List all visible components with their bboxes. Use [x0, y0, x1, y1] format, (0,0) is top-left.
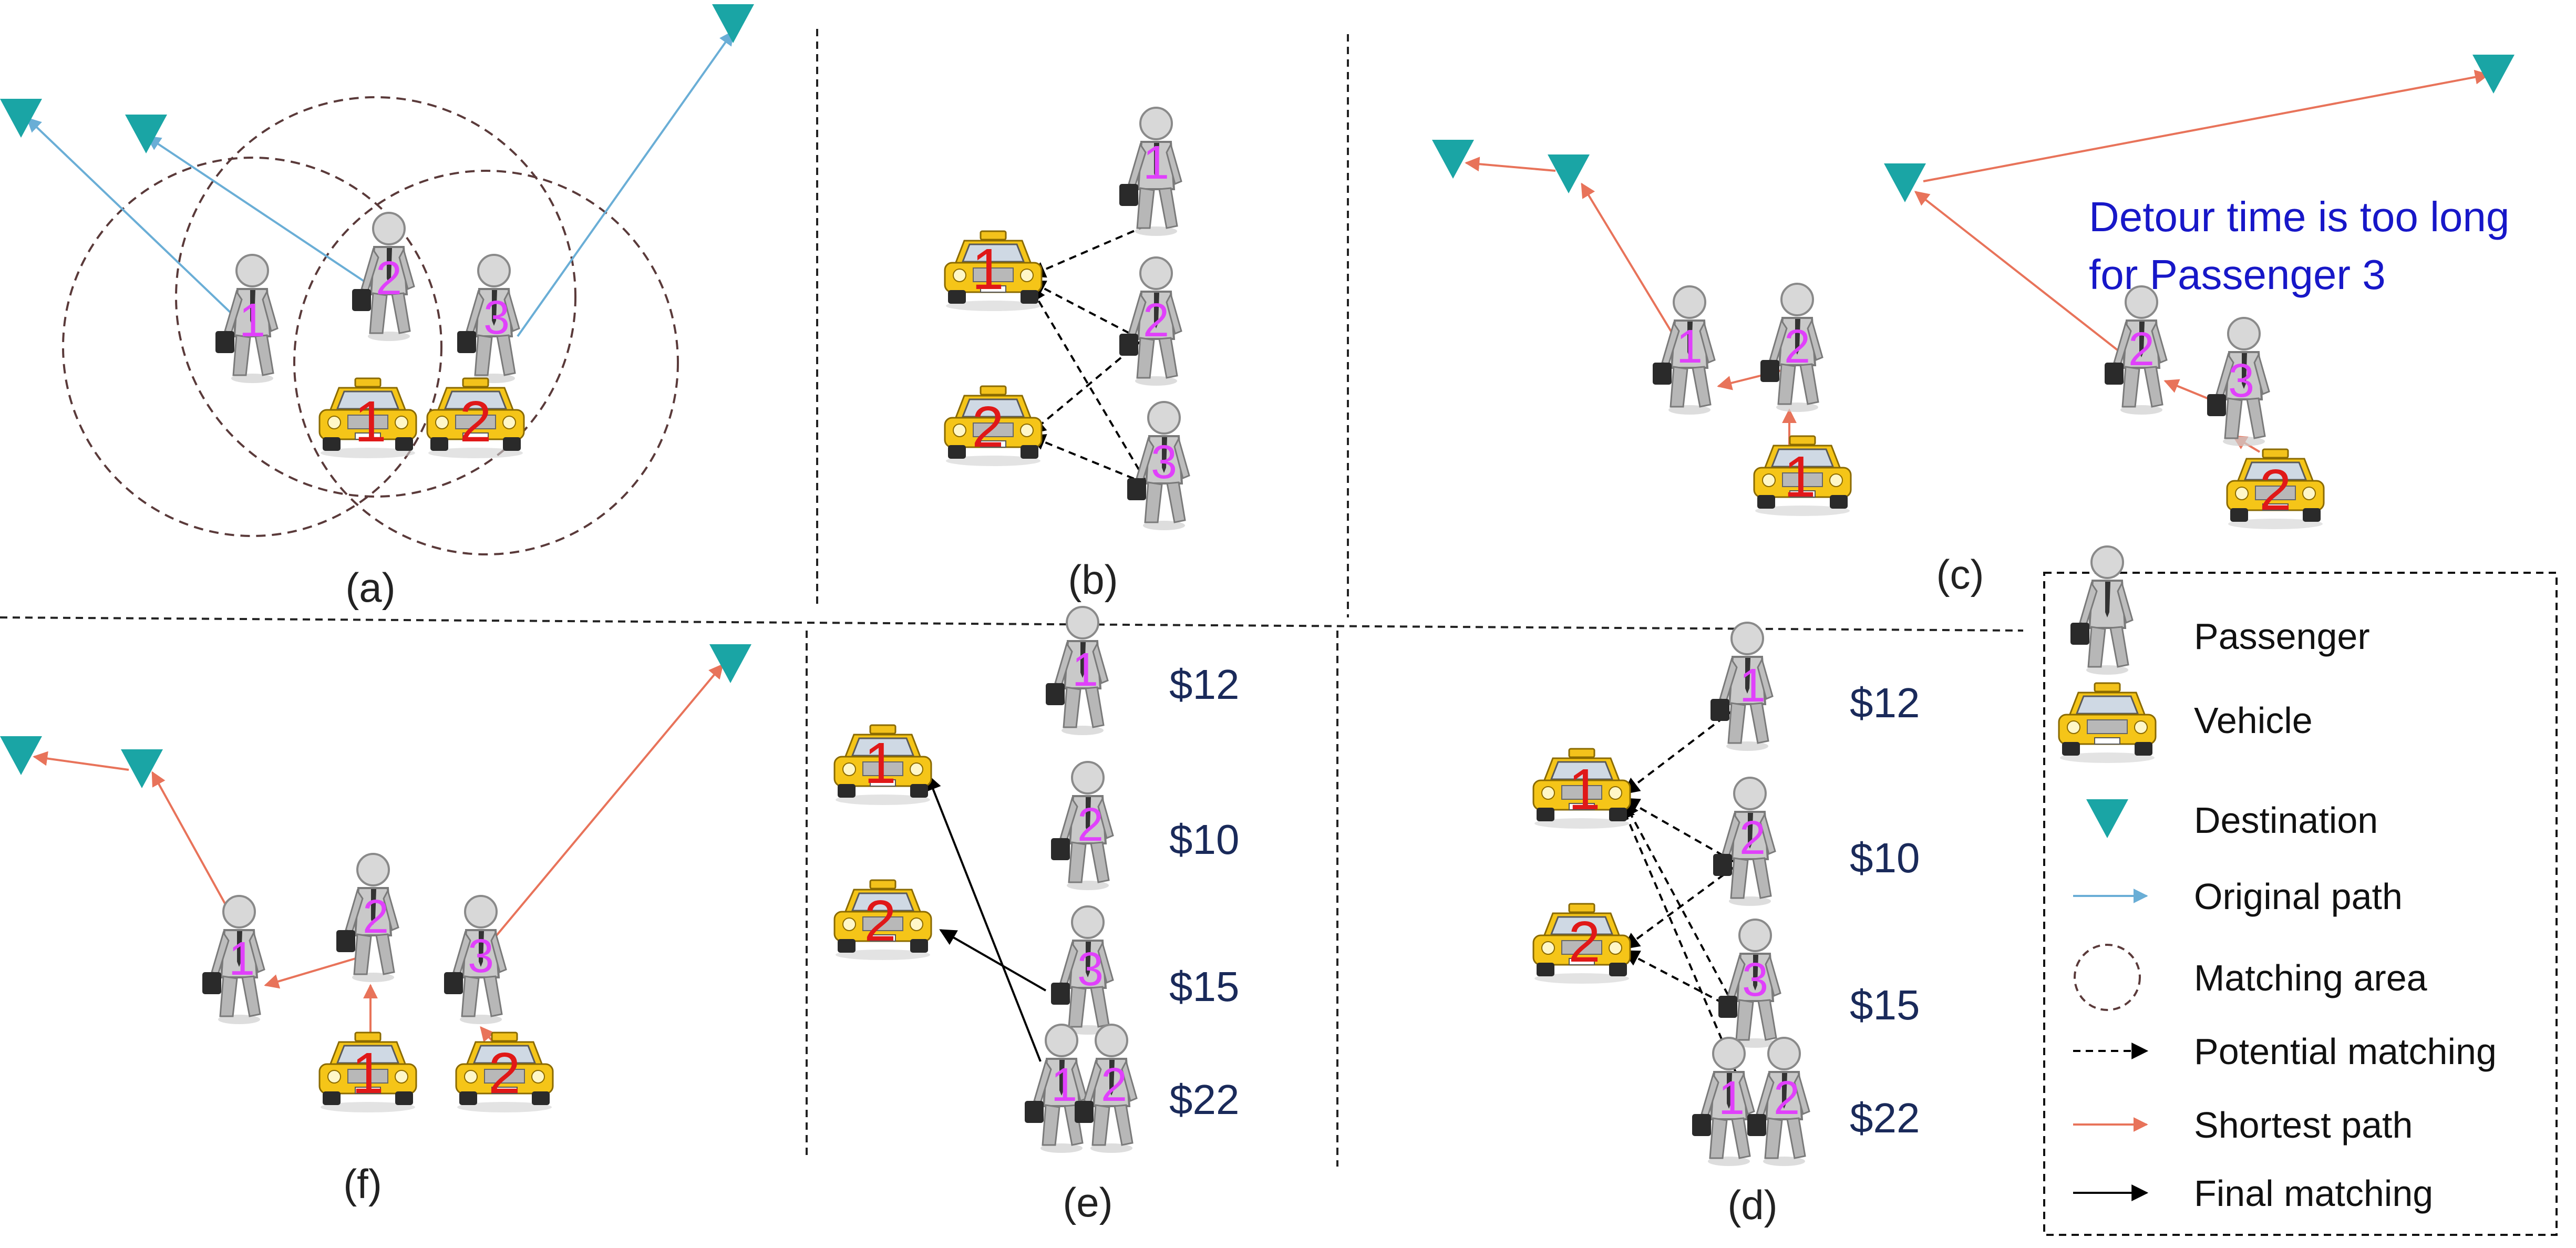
destination-icon — [1884, 163, 1926, 202]
panel-a: 1 2 3 1 2 (a) — [0, 4, 754, 611]
legend-label-potential-matching: Potential matching — [2194, 1031, 2497, 1072]
passenger-label: 2 — [1101, 1059, 1127, 1111]
passenger-label: 3 — [468, 930, 494, 983]
taxi-icon — [2058, 682, 2157, 764]
passenger-label: 2 — [1739, 812, 1766, 864]
vehicle-label: 1 — [352, 1041, 384, 1106]
passenger-label: 1 — [1739, 659, 1766, 712]
destination-icon — [125, 115, 167, 153]
passenger-label: 1 — [1718, 1072, 1745, 1125]
passenger-label: 1 — [1072, 644, 1098, 696]
passenger-label: 2 — [1784, 321, 1810, 373]
passenger-icon — [2069, 545, 2134, 676]
vehicle-label: 1 — [972, 237, 1004, 302]
vehicle-label: 2 — [2259, 458, 2291, 522]
destination-icon — [0, 99, 42, 138]
passenger-label: 2 — [2128, 323, 2155, 376]
shortest-paths — [33, 663, 724, 1051]
passenger-label: 2 — [376, 252, 402, 305]
panel-b: 1 2 3 1 2 (b) — [944, 107, 1190, 603]
panel-label-a: (a) — [345, 564, 395, 611]
passenger-label: 2 — [1774, 1072, 1800, 1125]
vehicle-label: 2 — [488, 1041, 520, 1106]
destination-icon — [1432, 140, 1474, 179]
passenger-label: 3 — [2228, 355, 2254, 407]
vehicle-label: 1 — [1568, 757, 1600, 822]
legend-box — [2043, 572, 2558, 1236]
detour-note-line-1: Detour time is too long — [2089, 193, 2509, 240]
vehicle-label: 2 — [864, 889, 896, 953]
legend-label-final-matching: Final matching — [2194, 1173, 2433, 1214]
legend-label-destination: Destination — [2194, 800, 2378, 841]
panel-label-d: (d) — [1727, 1182, 1777, 1228]
passenger-label: 1 — [239, 294, 265, 347]
price-label: $15 — [1850, 982, 1920, 1028]
price-label: $12 — [1850, 679, 1920, 726]
panel-label-b: (b) — [1068, 556, 1118, 603]
legend: Passenger Vehicle Destination Original p… — [2043, 545, 2558, 1236]
destination-icon — [712, 4, 754, 43]
detour-note-line-2: for Passenger 3 — [2089, 251, 2386, 298]
passenger-label: 2 — [1143, 294, 1169, 347]
panel-e: 1 2 3 1 2 1 2 $12 $10 $15 $22 (e) — [833, 606, 1239, 1225]
legend-label-shortest-path: Shortest path — [2194, 1105, 2413, 1146]
price-label: $12 — [1169, 661, 1239, 708]
potential-matchings — [1619, 708, 1738, 1075]
destination-icon — [2086, 799, 2128, 838]
matching-areas — [62, 96, 679, 555]
passenger-label: 3 — [483, 292, 510, 344]
passenger-label: 1 — [1676, 321, 1703, 373]
matching-area-1 — [62, 157, 442, 537]
dashed-circle-icon — [2074, 944, 2141, 1011]
panel-label-c: (c) — [1936, 551, 1984, 597]
panel-d: 1 2 3 1 2 1 2 $12 $10 $15 $22 (d) — [1532, 622, 1920, 1228]
passenger-label: 1 — [1143, 137, 1169, 189]
vehicle-label: 2 — [459, 389, 491, 454]
panel-label-e: (e) — [1063, 1179, 1112, 1225]
price-label: $15 — [1169, 963, 1239, 1010]
legend-label-original-path: Original path — [2194, 876, 2403, 917]
panel-c: 1 2 1 2 3 2 Detour time is too long for … — [1432, 55, 2515, 597]
vehicle-label: 2 — [972, 395, 1004, 459]
matching-area-2 — [175, 96, 576, 498]
passenger-label: 2 — [1077, 799, 1104, 851]
passenger-label: 2 — [363, 891, 389, 943]
price-label: $22 — [1850, 1095, 1920, 1141]
vehicle-label: 1 — [864, 731, 896, 796]
original-paths — [26, 30, 734, 337]
panel-f: 1 2 3 1 2 (f) — [0, 644, 751, 1207]
potential-matchings — [1028, 225, 1147, 484]
panel-label-f: (f) — [343, 1161, 382, 1207]
passenger-label: 3 — [1151, 436, 1177, 489]
passenger-label: 3 — [1077, 943, 1104, 996]
passenger-label: 1 — [229, 933, 255, 985]
legend-label-vehicle: Vehicle — [2194, 700, 2313, 741]
passenger-label: 3 — [1742, 954, 1768, 1006]
destination-icon — [2472, 55, 2515, 94]
price-label: $10 — [1169, 816, 1239, 863]
destination-icon — [709, 644, 751, 683]
destination-icon — [0, 736, 42, 775]
price-label: $10 — [1850, 834, 1920, 881]
final-matchings — [925, 773, 1046, 1062]
price-label: $22 — [1169, 1076, 1239, 1123]
legend-label-matching-area: Matching area — [2194, 957, 2427, 998]
vehicle-label: 1 — [1784, 445, 1816, 509]
vehicle-label: 2 — [1568, 910, 1600, 974]
passenger-label: 1 — [1051, 1059, 1077, 1111]
legend-label-passenger: Passenger — [2194, 616, 2370, 657]
vehicle-label: 1 — [354, 389, 386, 454]
matching-area-3 — [293, 170, 679, 555]
panel-dividers — [0, 29, 2024, 1167]
